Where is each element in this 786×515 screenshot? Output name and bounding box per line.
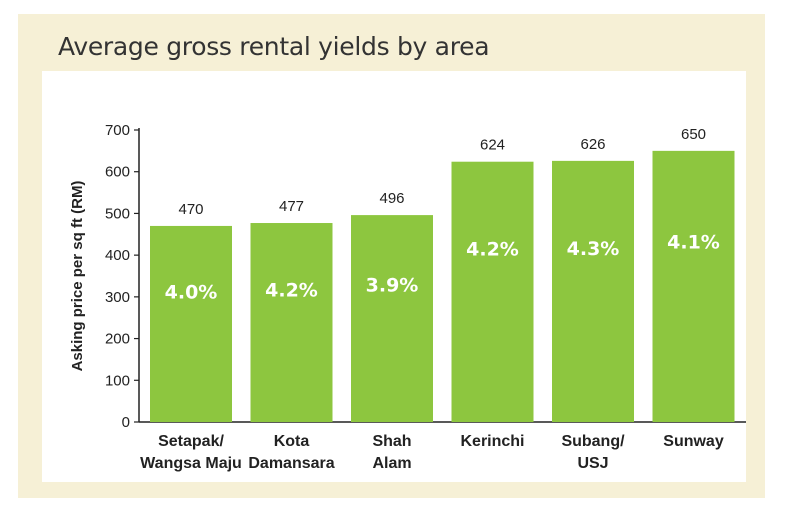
y-tick-label: 500: [105, 205, 130, 222]
y-tick-label: 100: [105, 372, 130, 389]
category-label: USJ: [577, 455, 608, 472]
value-label: 470: [178, 201, 203, 218]
yield-label: 3.9%: [366, 274, 419, 296]
value-label: 650: [681, 126, 706, 143]
chart-frame: Average gross rental yields by area 0 100…: [18, 14, 765, 498]
category-label: Subang/: [561, 433, 625, 450]
bar: [351, 215, 433, 422]
bar: [652, 150, 735, 422]
plot-panel: 0 100 200 300 400 500 600 700 Asking price per s…: [42, 71, 746, 482]
y-tick-label: 600: [105, 164, 130, 181]
bar: [451, 161, 534, 422]
yield-label: 4.0%: [165, 282, 218, 304]
bar-chart: 0 100 200 300 400 500 600 700 Asking price per s…: [69, 122, 746, 472]
bar: [150, 225, 232, 422]
category-label: Shah: [372, 433, 411, 450]
y-tick-label: 200: [105, 331, 130, 348]
category-label: Setapak/: [158, 433, 224, 450]
y-tick-label: 700: [105, 122, 130, 139]
bar: [250, 223, 333, 422]
yield-label: 4.2%: [466, 239, 519, 261]
yield-label: 4.2%: [265, 280, 318, 302]
value-label: 624: [480, 137, 505, 154]
y-tick-label: 400: [105, 247, 130, 264]
category-label: Kerinchi: [460, 433, 524, 450]
category-label: Alam: [372, 455, 411, 472]
bar: [552, 160, 634, 422]
chart-title: Average gross rental yields by area: [58, 32, 490, 61]
value-label: 626: [580, 136, 605, 153]
y-tick-label: 0: [122, 414, 130, 431]
yield-label: 4.3%: [567, 238, 620, 260]
value-label: 496: [379, 190, 404, 207]
value-label: 477: [279, 198, 304, 215]
category-label: Wangsa Maju: [140, 455, 242, 472]
category-label: Kota: [274, 433, 310, 450]
category-label: Sunway: [663, 433, 724, 450]
y-axis-title: Asking price per sq ft (RM): [69, 181, 86, 372]
category-label: Damansara: [248, 455, 334, 472]
y-tick-label: 300: [105, 289, 130, 306]
yield-label: 4.1%: [667, 231, 720, 253]
